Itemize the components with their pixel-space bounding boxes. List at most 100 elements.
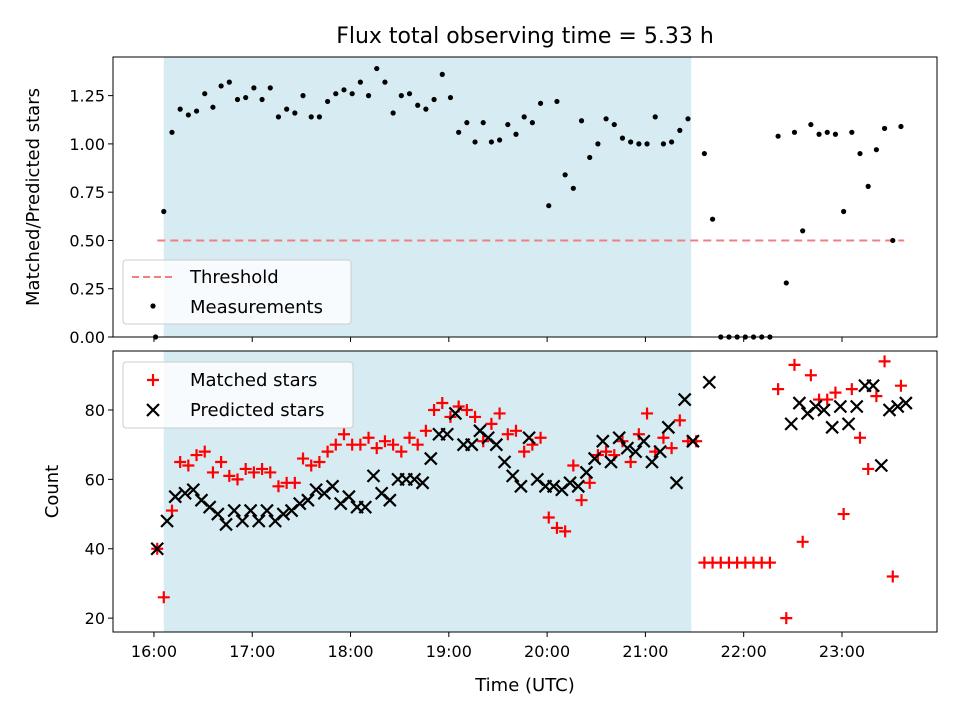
predicted-star-point (677, 392, 692, 407)
measurement-point (890, 237, 896, 244)
matched-star-point (182, 459, 195, 472)
measurement-point (808, 121, 814, 128)
predicted-star-point (849, 399, 864, 414)
predicted-star-point (587, 451, 602, 466)
predicted-star-point (309, 482, 323, 497)
matched-star-point (403, 431, 416, 444)
matched-star-point (354, 438, 367, 451)
predicted-star-point (160, 514, 174, 528)
matched-star-point (772, 383, 785, 396)
predicted-star-point (440, 427, 454, 442)
x-tick-label: 20:00 (524, 642, 570, 661)
measurement-point (603, 116, 609, 122)
predicted-star-point (841, 417, 856, 431)
matched-star-point (862, 462, 875, 475)
predicted-star-point (150, 541, 165, 556)
predicted-star-point (407, 472, 422, 487)
measurements-legend-swatch (150, 303, 156, 309)
matched-star-point (436, 397, 449, 410)
predicted-star-point (448, 406, 463, 421)
matched-star-point (206, 466, 219, 479)
matched-star-point (256, 462, 269, 475)
predicted-star-point (653, 444, 667, 459)
matched-star-point (575, 494, 588, 507)
measurement-point (251, 85, 257, 91)
predicted-star-point (686, 434, 700, 448)
predicted-star-point (168, 489, 183, 504)
measurement-point (284, 106, 290, 112)
ratio-y-tick-label: 0.75 (69, 183, 105, 202)
measurement-point (652, 114, 658, 120)
measurement-point (275, 114, 282, 120)
ratio-y-tick-label: 1.25 (69, 87, 105, 106)
measurement-point (259, 96, 265, 103)
measurement-point (374, 65, 380, 72)
measurement-point (644, 141, 650, 147)
x-tick-label: 22:00 (721, 642, 767, 661)
matched-star-point (886, 570, 899, 583)
measurement-point (234, 96, 241, 103)
matched-star-point (157, 591, 170, 604)
matched-star-point (297, 452, 310, 465)
measurement-point (202, 91, 208, 97)
matched-star-point (411, 438, 424, 451)
measurements-legend-label: Measurements (190, 297, 323, 318)
predicted-star-point (571, 479, 586, 494)
predicted-legend-marker (146, 403, 160, 417)
predicted-star-point (702, 375, 717, 389)
matched-star-point (788, 358, 801, 371)
matched-star-point (804, 369, 817, 382)
predicted-star-point (497, 455, 512, 469)
matched-star-point (796, 535, 809, 548)
measurement-point (841, 208, 847, 215)
measurement-point (423, 106, 429, 112)
measurement-point (464, 120, 470, 126)
measurement-point (390, 110, 396, 116)
matched-star-point (247, 466, 260, 479)
x-tick-label: 17:00 (229, 642, 275, 661)
measurement-point (341, 87, 347, 93)
measurement-point (382, 79, 388, 85)
matched-star-point (428, 403, 441, 416)
count-legend-box (122, 361, 354, 429)
predicted-star-point (235, 514, 250, 528)
count-y-tick-label: 20 (85, 609, 105, 628)
measurement-point (775, 133, 781, 139)
predicted-star-point (784, 417, 798, 431)
measurement-point (628, 139, 634, 145)
measurement-point (357, 79, 363, 85)
measurement-point (816, 131, 822, 137)
measurement-point (898, 123, 904, 130)
predicted-star-point (874, 458, 889, 473)
measurement-point (447, 94, 454, 101)
measurement-point (505, 121, 511, 128)
predicted-star-point (325, 479, 340, 494)
predicted-star-point (178, 486, 192, 501)
predicted-star-point (358, 500, 373, 514)
measurement-point (169, 129, 175, 135)
measurement-point (800, 228, 806, 234)
predicted-star-point (833, 399, 848, 414)
measurement-point (783, 280, 789, 286)
predicted-star-point (579, 465, 594, 480)
predicted-star-point (899, 396, 913, 410)
matched-star-point (641, 407, 654, 420)
predicted-star-point (596, 434, 610, 448)
predicted-star-point (464, 437, 479, 452)
matched-star-point (370, 442, 383, 455)
measurement-point (824, 129, 830, 135)
predicted-star-point (301, 493, 315, 507)
measurement-point (325, 98, 331, 105)
measurement-point (537, 100, 544, 106)
measurement-point (300, 93, 306, 99)
predicted-star-point (817, 403, 831, 417)
measurement-point (587, 154, 593, 161)
measurement-point (406, 91, 413, 97)
measurement-point (619, 135, 626, 141)
matched-star-point (288, 476, 301, 489)
matched-star-point (223, 469, 236, 482)
ratio-panel-frame (112, 56, 938, 338)
matched-star-point (509, 424, 522, 437)
measurement-point (316, 114, 323, 120)
predicted-star-point (636, 434, 651, 448)
